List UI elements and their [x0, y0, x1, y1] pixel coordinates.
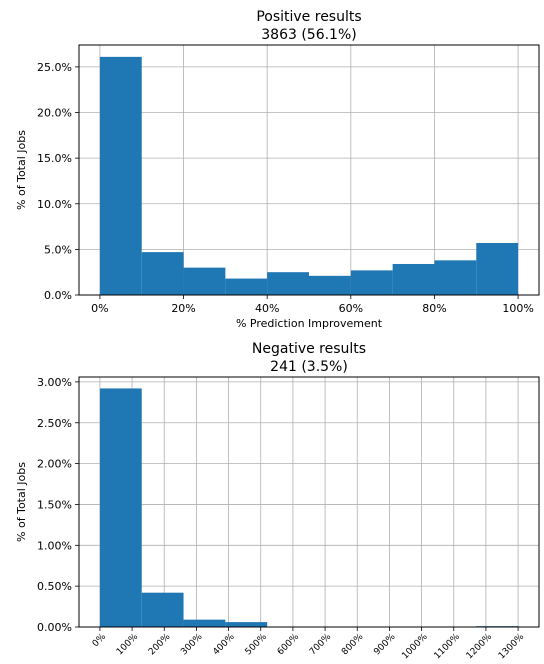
x-tick-label: 500% — [244, 632, 270, 658]
x-tick-label: 900% — [372, 632, 398, 658]
plot-frame — [78, 376, 540, 628]
x-tick-label: 80% — [422, 302, 446, 315]
chart-title: Negative results — [252, 341, 366, 357]
histogram-bar — [476, 242, 519, 295]
y-axis-label: % of Total Jobs — [15, 130, 28, 210]
histogram-bar — [434, 260, 477, 295]
tick-labels: 0% 20% 40% 60% 80% 100% 0.0% 5.0% 10.0% 15.0% 20.0… — [37, 61, 534, 315]
x-tick-label: 100% — [502, 302, 533, 315]
y-tick-label: 1.00% — [37, 539, 72, 552]
histogram-bar — [183, 619, 226, 627]
x-tick-label: 0% — [91, 302, 108, 315]
x-tick-label: 100% — [115, 632, 141, 658]
histogram-bar — [225, 622, 268, 627]
x-tick-label: 20% — [171, 302, 195, 315]
x-tick-label: 800% — [340, 632, 366, 658]
gridlines — [79, 377, 539, 628]
x-tick-label: 1100% — [433, 632, 463, 662]
bars — [99, 388, 519, 627]
histogram-bar — [99, 388, 142, 627]
chart-subtitle: 3863 (56.1%) — [261, 27, 356, 43]
x-tick-label: 1200% — [465, 632, 495, 662]
bars — [99, 56, 519, 295]
chart-subtitle: 241 (3.5%) — [270, 359, 348, 375]
x-tick-label: 1300% — [497, 632, 527, 662]
histogram-bar — [183, 267, 226, 295]
x-tick-label: 1000% — [400, 632, 430, 662]
x-tick-label: 600% — [276, 632, 302, 658]
x-tick-label: 200% — [147, 632, 173, 658]
y-tick-label: 0.50% — [37, 580, 72, 593]
chart-title: Positive results — [256, 9, 361, 25]
y-tick-label: 2.50% — [37, 417, 72, 430]
histogram-bar — [309, 275, 351, 295]
x-tick-label: 0% — [91, 632, 108, 649]
y-axis-label: % of Total Jobs — [15, 462, 28, 542]
plot-frame — [78, 44, 540, 296]
histogram-bar — [141, 592, 184, 627]
histogram-bar — [350, 270, 393, 295]
x-tick-label: 60% — [339, 302, 363, 315]
y-tick-label: 1.50% — [37, 498, 72, 511]
chart-negative-results: Negative results 241 (3.5%) 0% 100% 200% 30… — [15, 341, 540, 662]
x-tick-label: 40% — [255, 302, 279, 315]
histogram-bar — [99, 56, 142, 295]
y-tick-label: 5.0% — [44, 243, 72, 256]
chart-positive-results: Positive results 3863 (56.1%) 0% 20% 40% 60… — [15, 9, 540, 330]
histogram-bar — [392, 263, 435, 295]
x-tick-label: 300% — [179, 632, 205, 658]
x-tick-label: 700% — [308, 632, 334, 658]
y-tick-label: 15.0% — [37, 152, 72, 165]
histogram-bar — [141, 252, 184, 295]
y-tick-label: 0.00% — [37, 621, 72, 634]
y-tick-label: 25.0% — [37, 61, 72, 74]
y-tick-label: 2.00% — [37, 458, 72, 471]
y-tick-label: 20.0% — [37, 107, 72, 120]
histogram-bar — [225, 278, 268, 295]
histogram-bar — [267, 272, 309, 295]
x-tick-label: 400% — [211, 632, 237, 658]
y-tick-label: 3.00% — [37, 376, 72, 389]
y-tick-label: 0.0% — [44, 289, 72, 302]
y-tick-label: 10.0% — [37, 198, 72, 211]
x-axis-label: % Prediction Improvement — [236, 317, 383, 330]
